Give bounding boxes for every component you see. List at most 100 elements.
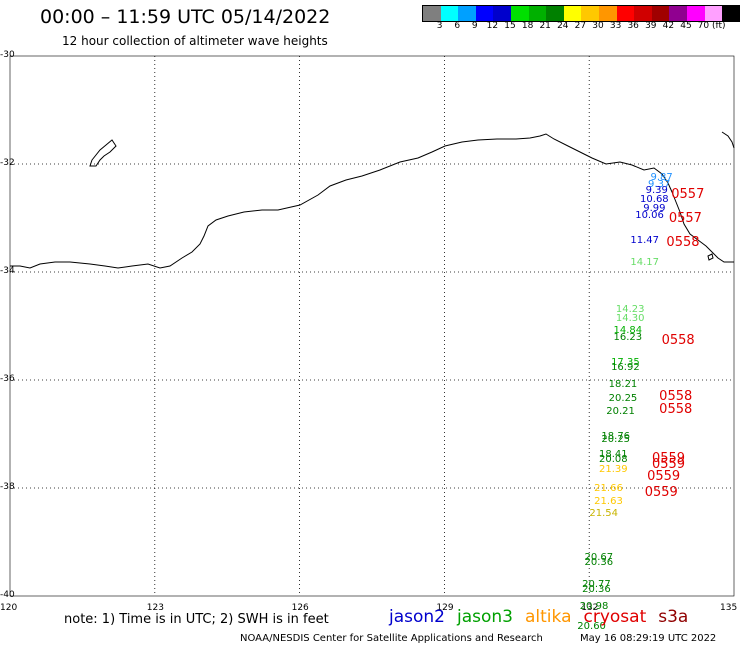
wave-height-value: 14.17 [630, 256, 660, 268]
wave-height-value: 21.63 [594, 495, 623, 507]
wave-height-value: 14.30 [615, 312, 645, 324]
pass-time-label: 0558 [661, 332, 695, 348]
legend-jason3: jason3 [457, 607, 513, 627]
colorbar-tick: 33 [609, 21, 622, 31]
colorbar-tick: 24 [557, 21, 569, 31]
latitude-label: -34 [0, 266, 15, 276]
colorbar-swatch-14 [669, 6, 687, 21]
wave-height-value: 9.37 [648, 178, 671, 190]
wave-height-value: 9.87 [650, 171, 673, 183]
wave-height-value: 9.39 [645, 185, 668, 196]
pass-time-label: 0558 [659, 389, 693, 405]
wave-height-value: 20.08 [599, 453, 628, 465]
map-note: note: 1) Time is in UTC; 2) SWH is in fe… [64, 612, 329, 627]
colorbar-tick: 45 [680, 21, 692, 31]
colorbar-tick: 30 [592, 21, 604, 31]
longitude-label: 126 [291, 603, 309, 613]
colorbar-swatch-12 [634, 6, 652, 21]
colorbar-tick: 9 [471, 21, 478, 31]
pass-time-label: 0559 [651, 451, 686, 467]
wave-height-value: 10.06 [635, 210, 664, 222]
legend-jason2: jason2 [389, 607, 445, 627]
colorbar-swatch-9 [581, 6, 599, 21]
colorbar-swatch-11 [616, 6, 635, 21]
colorbar-tick: 12 [486, 21, 499, 31]
wave-height-value: 21.66 [594, 483, 623, 495]
wave-height-value: 20.67 [584, 552, 614, 564]
australia-coastline [10, 133, 734, 269]
wave-height-value: 18.41 [599, 448, 628, 460]
wave-height-value: 20.60 [577, 621, 606, 633]
pass-time-label: 0559 [647, 469, 681, 485]
colorbar-tick: 6 [454, 21, 461, 31]
longitude-label: 123 [146, 603, 164, 613]
latitude-label: -40 [0, 590, 15, 600]
legend-s3a: s3a [658, 607, 689, 627]
colorbar-swatch-3 [475, 6, 494, 21]
map-frame [9, 55, 735, 597]
pass-time-label: 0559 [651, 456, 686, 472]
longitude-label: 135 [720, 603, 738, 613]
generation-timestamp: May 16 08:29:19 UTC 2022 [580, 633, 717, 644]
pass-time-label: 0557 [671, 186, 705, 202]
island-outline [89, 139, 117, 167]
colorbar-tick: 21 [539, 21, 551, 31]
wave-height-value: 14.84 [613, 325, 643, 337]
pass-time-label: 0558 [666, 235, 700, 251]
colorbar-swatch-7 [546, 6, 564, 21]
latitude-label: -32 [0, 158, 15, 168]
colorbar-swatch-1 [440, 6, 459, 21]
colorbar-swatch-10 [598, 6, 617, 21]
wave-height-colorbar [422, 5, 740, 22]
wave-height-value: 17.35 [611, 356, 640, 368]
wave-height-value: 20.21 [606, 406, 635, 418]
wave-height-value: 18.21 [608, 379, 638, 391]
latitude-label: -30 [0, 50, 15, 60]
latitude-label: -38 [0, 482, 15, 492]
colorbar-ticks: 3 6 9 12 15 18 21 24 27 30 33 36 39 42 45 70 (ft) [422, 21, 732, 35]
credit-line: NOAA/NESDIS Center for Satellite Applica… [240, 633, 543, 644]
wave-height-value: 20.77 [582, 579, 611, 591]
colorbar-swatch-4 [493, 6, 511, 21]
colorbar-swatch-2 [458, 6, 476, 21]
cape-outline [707, 131, 735, 261]
colorbar-tick: 15 [504, 21, 516, 31]
wave-height-value: 20.36 [582, 583, 611, 595]
pass-time-label: 0557 [668, 211, 702, 226]
colorbar-tick: 3 [436, 21, 443, 31]
wave-height-value: 9.99 [643, 202, 666, 214]
wave-height-value: 14.23 [615, 303, 645, 315]
colorbar-swatch-5 [510, 6, 529, 21]
map-subtitle: 12 hour collection of altimeter wave hei… [62, 34, 328, 48]
wave-height-value: 18.76 [601, 430, 631, 442]
wave-height-value: 10.68 [640, 194, 669, 206]
wave-height-value: 21.39 [599, 464, 628, 476]
latitude-label: -36 [0, 374, 15, 384]
colorbar-tick: 27 [574, 21, 587, 31]
colorbar-tick: 42 [662, 21, 675, 31]
wave-height-value: 21.54 [589, 507, 618, 519]
colorbar-tick: 70 (ft) [697, 21, 726, 31]
colorbar-swatch-17 [722, 6, 740, 21]
wave-height-value: 16.92 [611, 362, 640, 374]
colorbar-swatch-6 [528, 6, 547, 21]
wave-height-value: 20.36 [584, 556, 614, 568]
colorbar-tick: 36 [627, 21, 639, 31]
longitude-label: 129 [436, 603, 454, 613]
legend-altika: altika [525, 607, 572, 627]
colorbar-swatch-8 [563, 6, 582, 21]
longitude-label: 120 [0, 603, 18, 613]
wave-height-value: 20.25 [608, 392, 638, 404]
colorbar-swatch-16 [704, 6, 723, 21]
colorbar-swatch-0 [423, 6, 441, 21]
wave-height-value: 11.47 [630, 234, 660, 246]
wave-height-value: 16.23 [613, 331, 643, 343]
colorbar-tick: 18 [521, 21, 534, 31]
colorbar-tick: 39 [645, 21, 657, 31]
wave-height-value: 20.98 [579, 600, 609, 612]
wave-height-value: 20.25 [601, 434, 631, 446]
colorbar-swatch-13 [651, 6, 670, 21]
pass-time-label: 0559 [644, 485, 678, 501]
colorbar-swatch-15 [686, 6, 705, 21]
